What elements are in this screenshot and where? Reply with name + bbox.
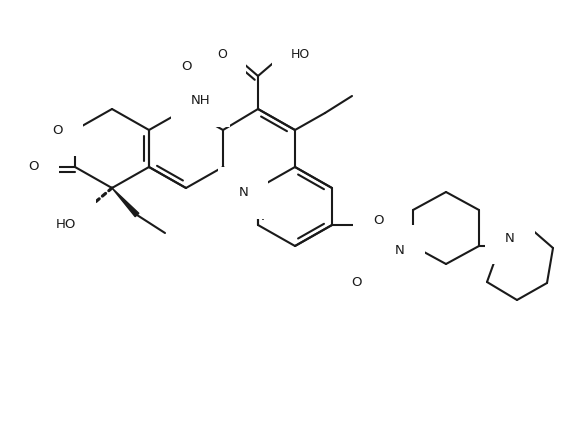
Text: O: O xyxy=(351,276,362,289)
Text: O: O xyxy=(28,161,39,174)
Text: O: O xyxy=(373,214,384,227)
Text: N: N xyxy=(238,187,248,200)
Text: NH: NH xyxy=(191,95,211,108)
Text: HO: HO xyxy=(55,218,76,231)
Text: HO: HO xyxy=(291,47,310,60)
Text: O: O xyxy=(53,124,63,137)
Text: O: O xyxy=(217,47,227,60)
Text: N: N xyxy=(395,244,405,257)
Polygon shape xyxy=(112,188,139,217)
Text: O: O xyxy=(181,60,191,73)
Text: N: N xyxy=(505,231,514,244)
